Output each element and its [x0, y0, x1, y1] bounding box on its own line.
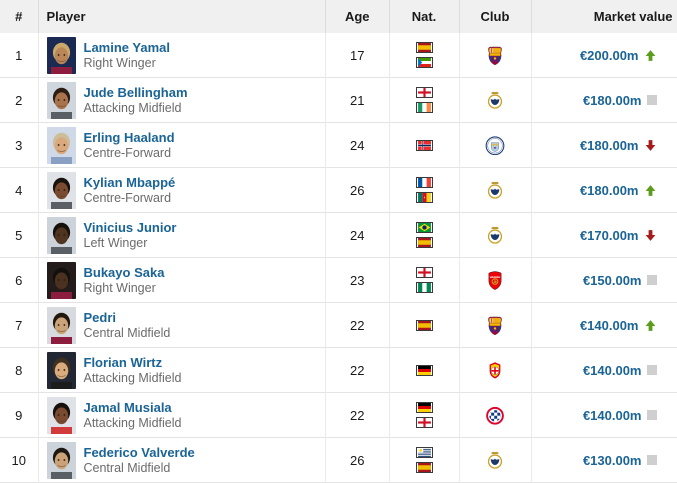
svg-text:Arsenal: Arsenal — [489, 274, 501, 278]
